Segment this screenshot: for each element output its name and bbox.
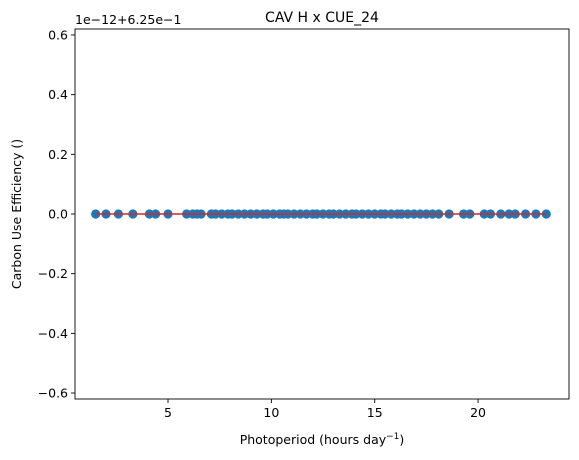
x-tick-label: 5	[164, 405, 172, 420]
y-tick-label: −0.4	[38, 326, 68, 341]
y-tick-label: −0.2	[38, 266, 68, 281]
x-axis-label-main: Photoperiod (hours day	[240, 432, 387, 447]
x-axis-ticks: 5 10 15 20	[164, 399, 486, 420]
y-tick-label: 0.2	[48, 147, 68, 162]
y-axis-offset-label: 1e−12+6.25e−1	[75, 12, 181, 27]
y-tick-label: 0.0	[48, 207, 68, 222]
x-tick-label: 15	[367, 405, 383, 420]
y-tick-label: 0.4	[48, 87, 68, 102]
y-tick-label: 0.6	[48, 27, 68, 42]
x-axis-label: Photoperiod (hours day−1)	[240, 432, 405, 447]
x-axis-label-suffix: )	[399, 432, 404, 447]
plot-area	[91, 209, 551, 219]
x-tick-label: 10	[263, 405, 279, 420]
x-axis-label-superscript: −1	[386, 432, 399, 442]
y-axis-ticks: −0.6 −0.4 −0.2 0.0 0.2 0.4 0.6	[38, 27, 75, 401]
chart-title: CAV H x CUE_24	[265, 10, 379, 26]
y-tick-label: −0.6	[38, 386, 68, 401]
y-axis-label: Carbon Use Efficiency ()	[9, 139, 24, 289]
x-tick-label: 20	[470, 405, 486, 420]
